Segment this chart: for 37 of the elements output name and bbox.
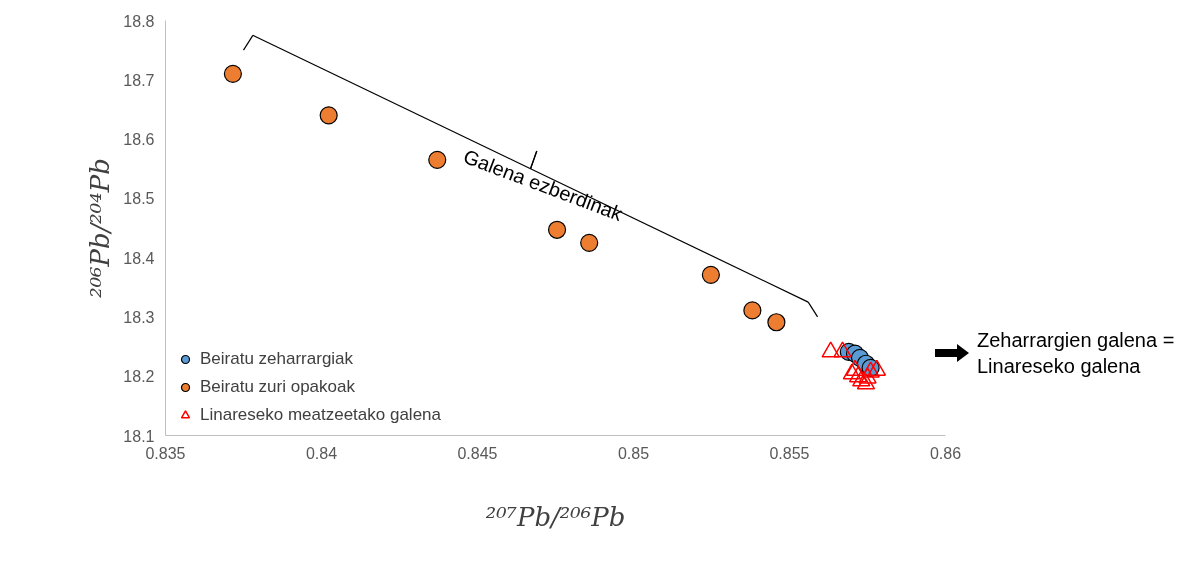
point bbox=[858, 367, 877, 384]
y-tick-label: 18.1 bbox=[123, 427, 155, 445]
legend-label: Beiratu zeharrargiak bbox=[200, 349, 354, 369]
x-tick-label: 0.84 bbox=[305, 444, 338, 462]
point bbox=[856, 373, 876, 390]
point bbox=[848, 366, 868, 383]
x-tick-label: 0.85 bbox=[617, 444, 650, 462]
point bbox=[867, 359, 887, 376]
y-axis-title: ²⁰⁶Pb/²⁰⁴Pb bbox=[85, 158, 116, 298]
y-tick-label: 18.5 bbox=[123, 190, 155, 208]
point bbox=[547, 220, 567, 239]
point bbox=[223, 64, 242, 83]
text: Zeharrargien galena = Linareseko galena bbox=[977, 328, 1175, 379]
point bbox=[833, 341, 852, 358]
y-tick-label: 18.2 bbox=[123, 368, 155, 386]
y-tick-label: 18.4 bbox=[123, 249, 155, 267]
point bbox=[845, 359, 865, 376]
x-tick-label: 0.845 bbox=[457, 444, 498, 462]
point bbox=[428, 150, 447, 169]
y-tick-label: 18.7 bbox=[123, 71, 155, 89]
y-tick-label: 18.3 bbox=[123, 308, 155, 326]
x-tick-label: 0.86 bbox=[929, 444, 962, 462]
point bbox=[767, 313, 786, 332]
point bbox=[580, 233, 599, 252]
point bbox=[821, 341, 840, 358]
point bbox=[852, 370, 871, 387]
x-tick-label: 0.855 bbox=[769, 444, 810, 462]
legend-label: Linareseko meatzeetako galena bbox=[200, 405, 441, 425]
x-tick-label: 0.835 bbox=[145, 444, 186, 462]
point bbox=[842, 363, 862, 380]
y-tick-label: 18.6 bbox=[123, 131, 155, 149]
point bbox=[319, 106, 338, 125]
point bbox=[743, 301, 762, 320]
x-axis-title: ²⁰⁷Pb/²⁰⁶Pb bbox=[485, 501, 626, 532]
y-tick-label: 18.8 bbox=[123, 12, 155, 30]
legend-label: Beiratu zuri opakoak bbox=[200, 377, 355, 397]
point bbox=[701, 265, 720, 284]
